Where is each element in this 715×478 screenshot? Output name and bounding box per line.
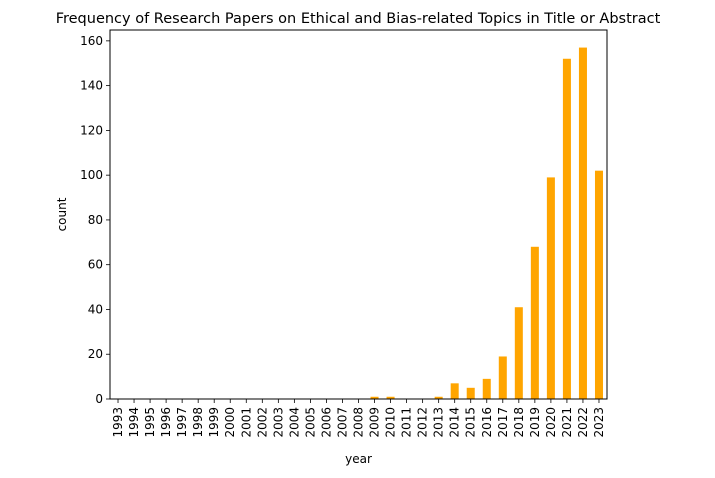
x-tick-label: 1995 — [143, 407, 157, 438]
x-tick-label: 2006 — [319, 407, 333, 438]
y-tick-label: 100 — [80, 168, 103, 182]
x-tick-label: 2016 — [480, 407, 494, 438]
y-tick-label: 120 — [80, 123, 103, 137]
x-tick-label: 2023 — [592, 407, 606, 438]
x-tick-label: 2021 — [560, 407, 574, 438]
bar-2023 — [594, 170, 603, 399]
x-tick-label: 2022 — [576, 407, 590, 438]
y-tick-label: 0 — [95, 392, 103, 406]
bar-2017 — [498, 356, 507, 399]
bar-2014 — [450, 383, 459, 399]
y-tick-label: 60 — [88, 258, 103, 272]
x-tick-label: 2001 — [239, 407, 253, 438]
y-tick-label: 80 — [88, 213, 103, 227]
x-tick-label: 2010 — [384, 407, 398, 438]
bar-2021 — [562, 58, 571, 399]
x-tick-label: 1993 — [111, 407, 125, 438]
x-tick-label: 2014 — [448, 407, 462, 438]
x-tick-label: 2002 — [255, 407, 269, 438]
x-tick-label: 2017 — [496, 407, 510, 438]
x-tick-label: 2019 — [528, 407, 542, 438]
bar-2020 — [546, 177, 555, 399]
y-tick-label: 160 — [80, 34, 103, 48]
y-axis-label: count — [55, 197, 69, 231]
x-tick-label: 2000 — [223, 407, 237, 438]
x-tick-label: 2008 — [352, 407, 366, 438]
y-tick-label: 140 — [80, 79, 103, 93]
y-axis: 0 20 40 60 80 100 120 140 160 — [80, 34, 110, 406]
bar-2019 — [530, 246, 539, 399]
bar-2010 — [386, 396, 395, 399]
x-tick-label: 2011 — [400, 407, 414, 438]
bar-2018 — [514, 307, 523, 399]
x-tick-label: 2003 — [271, 407, 285, 438]
x-tick-label: 2009 — [368, 407, 382, 438]
x-tick-label: 1999 — [207, 407, 221, 438]
x-axis-label: year — [345, 452, 372, 466]
bar-2009 — [370, 396, 379, 399]
x-tick-label: 1997 — [175, 407, 189, 438]
x-tick-label: 2018 — [512, 407, 526, 438]
x-tick-label: 2004 — [287, 407, 301, 438]
x-axis: 1993 1994 1995 1996 1997 1998 1999 2000 2001 2002… — [111, 399, 606, 438]
x-tick-label: 2015 — [464, 407, 478, 438]
bar-2022 — [578, 47, 587, 399]
x-tick-label: 2013 — [432, 407, 446, 438]
bar-2016 — [482, 378, 491, 399]
x-tick-label: 2012 — [416, 407, 430, 438]
plot-frame — [109, 29, 608, 400]
bars-group — [370, 47, 603, 399]
x-tick-label: 2005 — [303, 407, 317, 438]
chart-title: Frequency of Research Papers on Ethical … — [56, 11, 661, 27]
y-tick-label: 20 — [88, 347, 103, 361]
y-tick-label: 40 — [88, 302, 103, 316]
bar-2015 — [466, 387, 475, 399]
x-tick-label: 2007 — [335, 407, 349, 438]
x-tick-label: 2020 — [544, 407, 558, 438]
x-tick-label: 1998 — [191, 407, 205, 438]
bar-2013 — [434, 396, 443, 399]
x-tick-label: 1996 — [159, 407, 173, 438]
x-tick-label: 1994 — [127, 407, 141, 438]
